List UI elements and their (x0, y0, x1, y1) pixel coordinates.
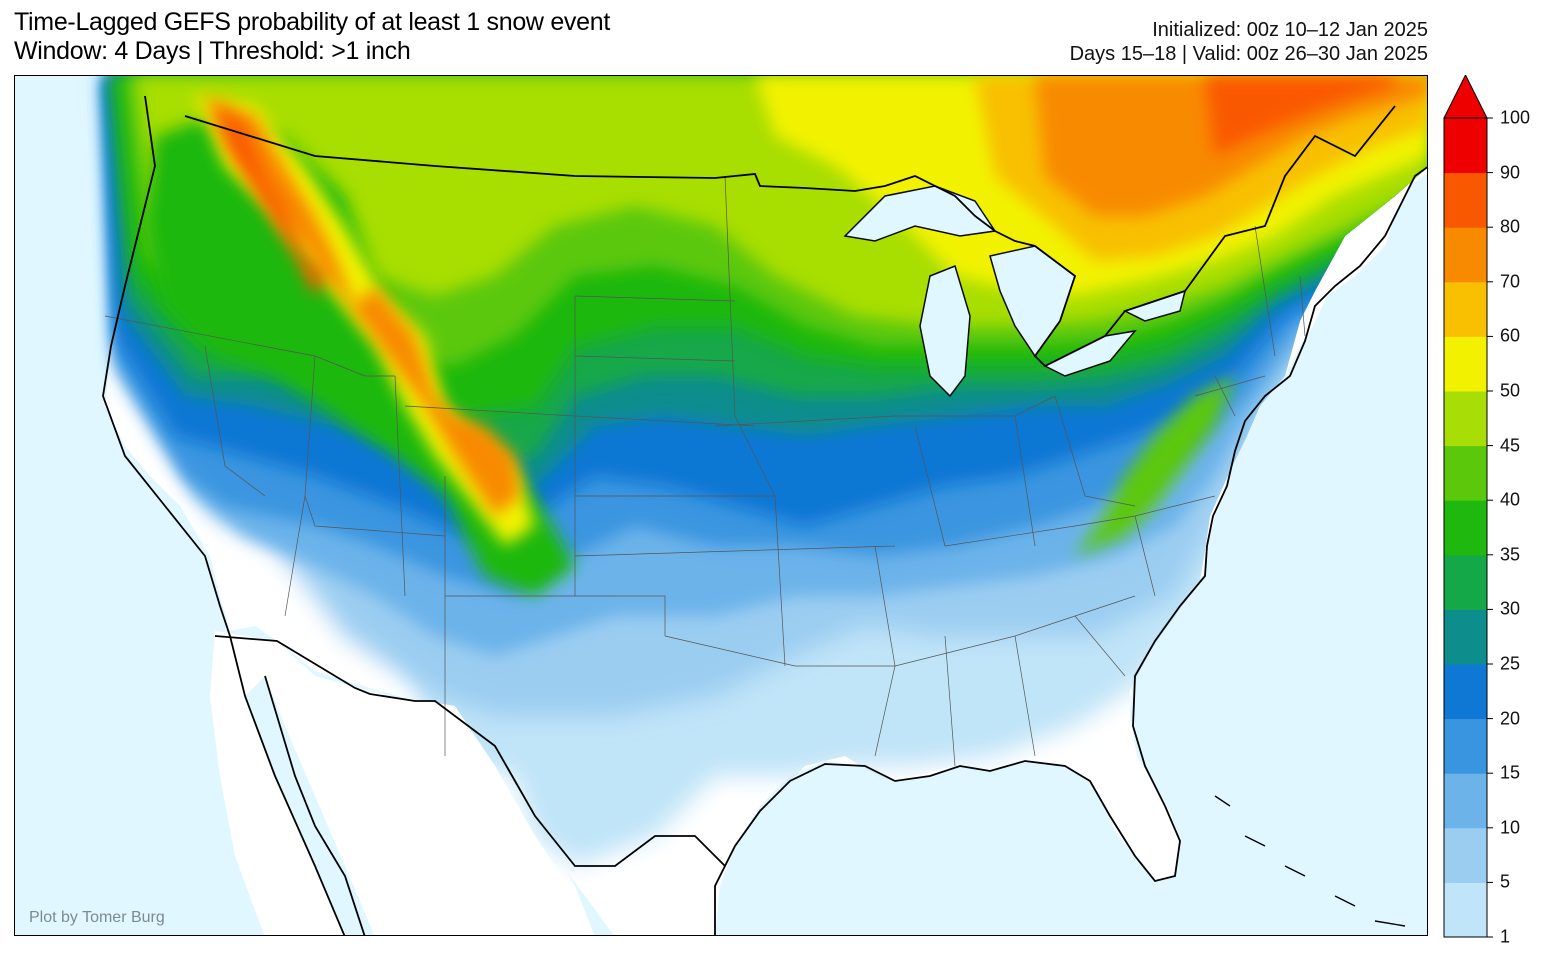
map-title: Time-Lagged GEFS probability of at least… (14, 8, 610, 66)
colorbar-label-5: 5 (1500, 871, 1511, 892)
lake-michigan (919, 264, 971, 398)
prob-band-80 (1205, 76, 1395, 156)
colorbar-label-20: 20 (1500, 708, 1521, 729)
bahamas-islands (1214, 795, 1406, 927)
national-borders (102, 95, 1427, 935)
colorbar-label-1: 1 (1500, 926, 1511, 947)
colorbar-segment-45 (1444, 391, 1487, 447)
colorbar-segment-35 (1444, 500, 1487, 556)
colorbar-segment-25 (1444, 609, 1487, 665)
state-boundaries (104, 175, 1306, 767)
colorbar-label-80: 80 (1500, 216, 1521, 237)
mexico-land (210, 631, 595, 935)
colorbar-segment-80 (1444, 172, 1487, 228)
colorbar-label-45: 45 (1500, 435, 1521, 456)
colorbar-label-100: 100 (1500, 107, 1531, 128)
colorbar-segment-60 (1444, 281, 1487, 337)
us-canada-border (184, 105, 1396, 368)
map-panel: Plot by Tomer Burg (14, 75, 1428, 936)
colorbar-label-50: 50 (1500, 380, 1521, 401)
colorbar-label-40: 40 (1500, 489, 1521, 510)
colorbar-segment-90 (1444, 118, 1487, 174)
state-lines-central (574, 175, 896, 757)
colorbar-segment-40 (1444, 445, 1487, 501)
colorbar-segment-1 (1444, 882, 1487, 938)
title-line-1: Time-Lagged GEFS probability of at least… (14, 8, 610, 36)
west-coastline (102, 95, 346, 935)
valid-text: Days 15–18 | Valid: 00z 26–30 Jan 2025 (1069, 43, 1428, 65)
colorbar-segment-50 (1444, 336, 1487, 392)
snow-probability-field (105, 76, 1427, 866)
colorbar (1443, 75, 1493, 938)
colorbar-segment-15 (1444, 718, 1487, 774)
colorbar-label-35: 35 (1500, 544, 1521, 565)
west-orange-core (205, 96, 520, 516)
state-lines-east (894, 225, 1306, 767)
colorbar-label-70: 70 (1500, 271, 1521, 292)
colorbar-segment-20 (1444, 664, 1487, 720)
east-coastline (1132, 166, 1427, 807)
colorbar-label-30: 30 (1500, 598, 1521, 619)
probability-map (15, 76, 1427, 935)
run-info: Initialized: 00z 10–12 Jan 2025 Days 15–… (1070, 18, 1428, 66)
colorbar-extend-arrow (1443, 75, 1488, 119)
colorbar-segment-10 (1444, 773, 1487, 829)
colorbar-label-60: 60 (1500, 325, 1521, 346)
title-line-2: Window: 4 Days | Threshold: >1 inch (14, 37, 411, 65)
west-red-core (215, 106, 325, 296)
us-mexico-border (214, 635, 726, 867)
state-lines-west (104, 296, 576, 756)
colorbar-label-90: 90 (1500, 162, 1521, 183)
colorbar-segment-5 (1444, 827, 1487, 883)
appalachian-band (1075, 376, 1235, 556)
colorbar-outline (1443, 117, 1488, 938)
gulf-coastline (714, 760, 1181, 935)
colorbar-label-25: 25 (1500, 653, 1521, 674)
init-text: Initialized: 00z 10–12 Jan 2025 (1152, 19, 1428, 41)
baja-coastline (264, 675, 366, 935)
colorbar-label-15: 15 (1500, 762, 1521, 783)
colorbar-segment-70 (1444, 227, 1487, 283)
credit-text: Plot by Tomer Burg (29, 909, 165, 926)
colorbar-segment-30 (1444, 554, 1487, 610)
colorbar-label-10: 10 (1500, 817, 1521, 838)
